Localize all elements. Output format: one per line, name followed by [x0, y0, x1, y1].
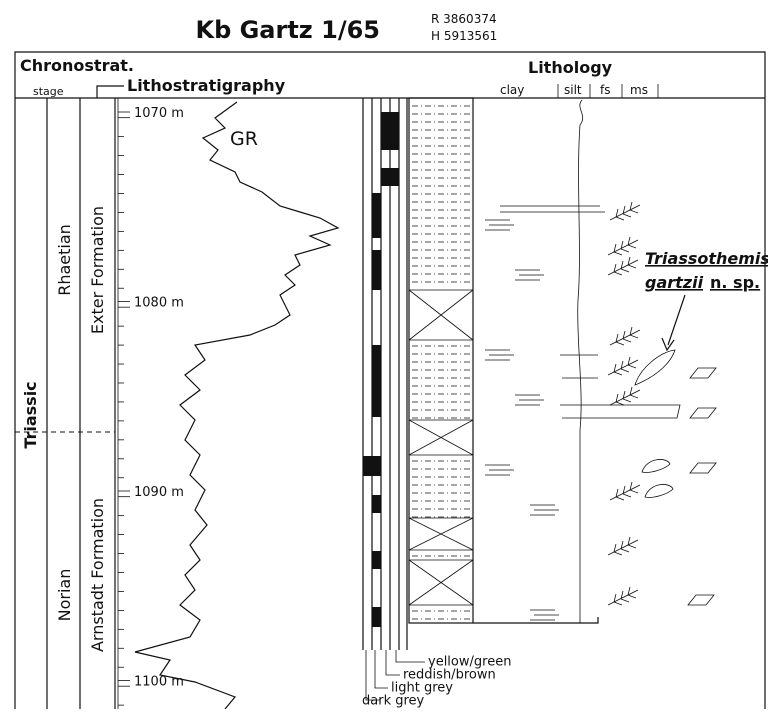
log-diagram: Kb Gartz 1/65 R 3860374 H 5913561 Chrono…	[0, 0, 768, 709]
plant-symbol	[608, 357, 638, 375]
gr-label: GR	[230, 128, 258, 150]
clay-symbol	[515, 270, 544, 280]
grain-size: clay	[500, 83, 524, 97]
clay-symbol	[485, 465, 514, 475]
clay-symbol	[485, 350, 514, 360]
grain-size: fs	[600, 83, 610, 97]
lithology-column	[409, 98, 473, 623]
coordinate: R 3860374	[431, 12, 497, 26]
beds	[500, 206, 680, 418]
clast	[690, 463, 716, 473]
clast	[690, 368, 716, 378]
grain-curve	[578, 100, 583, 623]
stage: Rhaetian	[55, 224, 74, 296]
legend-entry: dark grey	[362, 694, 425, 709]
column-title: stage	[33, 85, 64, 98]
depth-label: 1100 m	[134, 675, 184, 690]
lithology-pattern	[409, 106, 473, 619]
grain-size: ms	[630, 83, 648, 97]
bracket	[97, 86, 124, 98]
crossed-bed	[409, 420, 473, 455]
stage: Norian	[55, 569, 74, 622]
depth-scale	[118, 98, 130, 709]
title: Kb Gartz 1/65	[195, 16, 380, 44]
arrow	[662, 295, 685, 350]
formation: Arnstadt Formation	[88, 498, 107, 652]
crossed-bed	[409, 560, 473, 605]
grain-size: silt	[564, 83, 582, 97]
insect-wing	[635, 350, 675, 385]
system: Triassic	[21, 381, 40, 448]
crossed-bed	[409, 518, 473, 550]
clay-symbol	[485, 220, 514, 230]
species-suffix: n. sp.	[710, 273, 760, 292]
gr-curve	[135, 102, 338, 709]
species-epithet: gartzii	[645, 273, 704, 292]
column-title: Lithostratigraphy	[127, 76, 286, 95]
formation: Exter Formation	[88, 206, 107, 334]
clay-symbol	[530, 505, 559, 515]
plant-symbol	[608, 257, 638, 275]
bivalve	[645, 484, 673, 497]
depth-label: 1070 m	[134, 106, 184, 121]
crossed-bed	[409, 290, 473, 340]
plant-symbol	[610, 202, 640, 220]
bivalve	[642, 459, 670, 472]
depth-label: 1090 m	[134, 485, 184, 500]
column-title: Chronostrat.	[20, 56, 134, 75]
plant-symbol	[610, 387, 640, 405]
coordinate: H 5913561	[431, 29, 497, 43]
plant-symbol	[610, 482, 640, 500]
depth-label: 1080 m	[134, 296, 184, 311]
plant-symbol	[608, 237, 638, 255]
clast	[688, 595, 714, 605]
clay-symbol	[530, 610, 559, 620]
plant-symbol	[608, 537, 638, 555]
plant-symbol	[610, 327, 640, 345]
column-title: Lithology	[528, 58, 613, 77]
clay-symbol	[515, 395, 544, 405]
clast	[690, 408, 716, 418]
plant-symbol	[608, 587, 638, 605]
species-genus: Triassothemis	[645, 249, 768, 268]
